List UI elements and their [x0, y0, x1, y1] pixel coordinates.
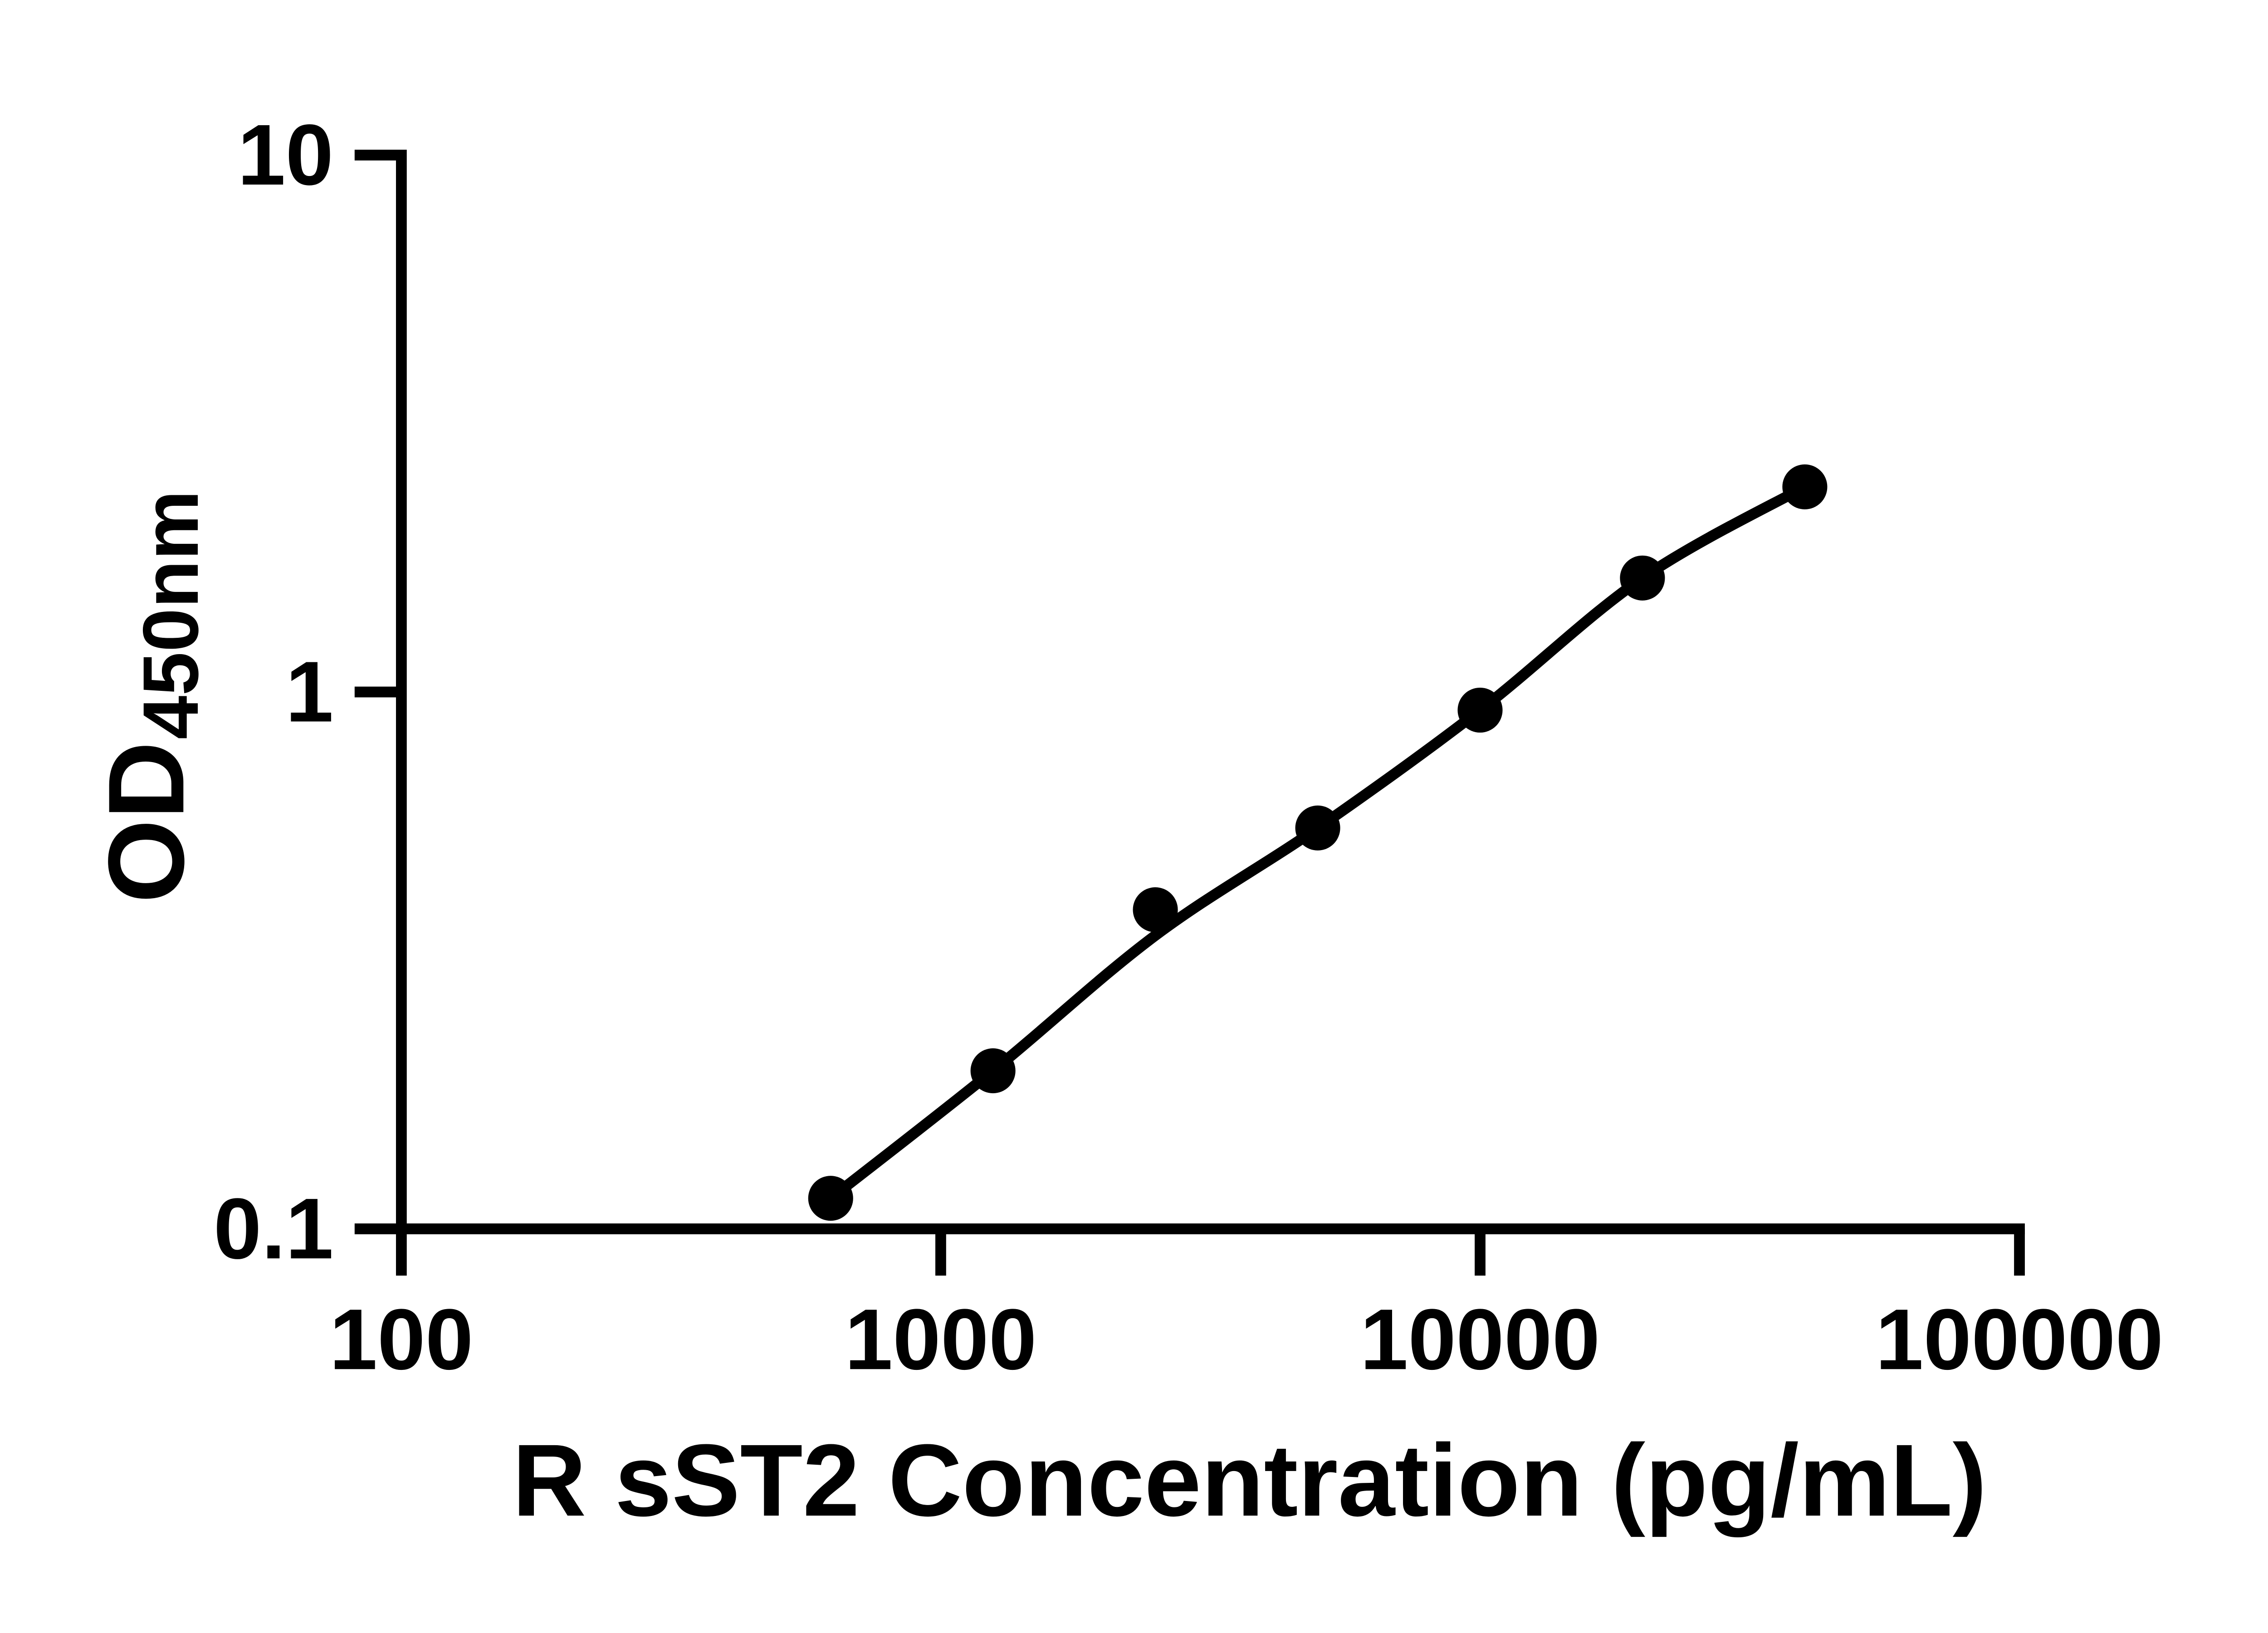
y-tick-label-0.1: 0.1 [214, 1181, 333, 1277]
y-tick-label-10: 10 [238, 107, 334, 203]
x-tick-label-1000: 1000 [845, 1291, 1036, 1388]
x-axis-title: R sST2 Concentration (pg/mL) [512, 1423, 1987, 1537]
y-tick-label-1: 1 [285, 644, 333, 740]
tick-labels-group: 0.1 1 10 100 1000 10000 100000 [214, 107, 2164, 1388]
data-point-marker-x10000 [1457, 687, 1503, 733]
data-point-marker-x40000 [1782, 464, 1828, 509]
data-point-marker-x2500 [1133, 887, 1178, 933]
x-tick-label-10000: 10000 [1360, 1291, 1600, 1388]
y-axis-title-main: OD [86, 741, 206, 903]
x-tick-label-100: 100 [329, 1291, 473, 1388]
ticks-group [354, 149, 2025, 1276]
data-point-marker-x5000 [1295, 805, 1340, 851]
data-point-marker-x625 [808, 1176, 853, 1221]
data-point-marker-x1250 [970, 1048, 1016, 1094]
y-axis-title-subscript: 450nm [127, 490, 215, 739]
y-axis-title: OD 450nm [86, 490, 215, 904]
data-points-group [808, 464, 1828, 1221]
data-point-marker-x20000 [1620, 555, 1665, 601]
x-tick-label-100000: 100000 [1876, 1291, 2164, 1388]
